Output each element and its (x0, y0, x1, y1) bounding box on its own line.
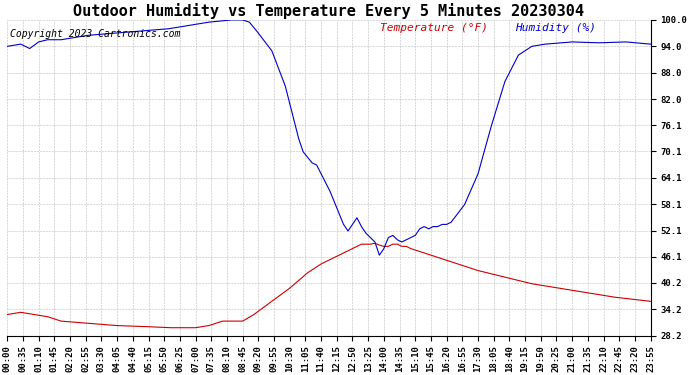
Title: Outdoor Humidity vs Temperature Every 5 Minutes 20230304: Outdoor Humidity vs Temperature Every 5 … (73, 3, 584, 19)
Text: Temperature (°F): Temperature (°F) (380, 23, 489, 33)
Text: Humidity (%): Humidity (%) (515, 23, 597, 33)
Text: Copyright 2023 Cartronics.com: Copyright 2023 Cartronics.com (10, 29, 181, 39)
